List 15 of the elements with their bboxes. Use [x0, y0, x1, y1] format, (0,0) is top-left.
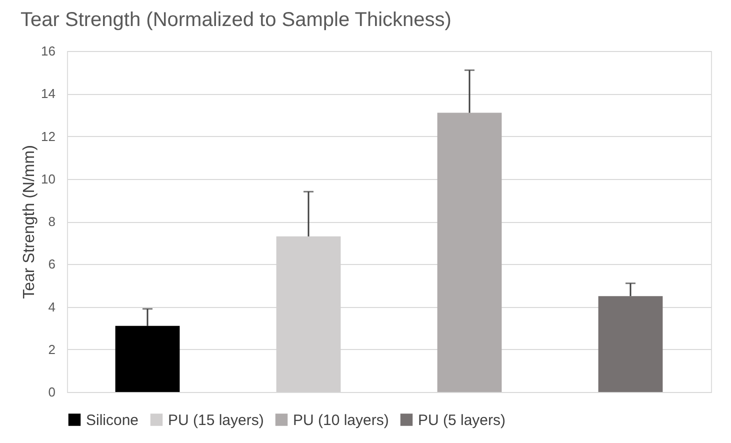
- y-tick-label: 6: [48, 256, 56, 272]
- chart-title: Tear Strength (Normalized to Sample Thickness): [20, 9, 452, 31]
- y-tick-label: 8: [48, 214, 56, 229]
- legend-label: PU (5 layers): [418, 412, 506, 429]
- legend-label: PU (15 layers): [168, 412, 264, 429]
- y-tick-label: 0: [48, 384, 56, 400]
- y-axis-title: Tear Strength (N/mm): [21, 145, 38, 299]
- y-tick-label: 2: [48, 342, 56, 357]
- y-tick-label: 16: [41, 44, 56, 58]
- y-tick-label: 4: [48, 299, 56, 314]
- legend-label: PU (10 layers): [293, 412, 389, 429]
- y-tick-label: 10: [41, 171, 56, 186]
- y-tick-label: 12: [41, 128, 56, 144]
- y-tick-label: 14: [41, 86, 56, 102]
- legend-label: Silicone: [86, 412, 139, 429]
